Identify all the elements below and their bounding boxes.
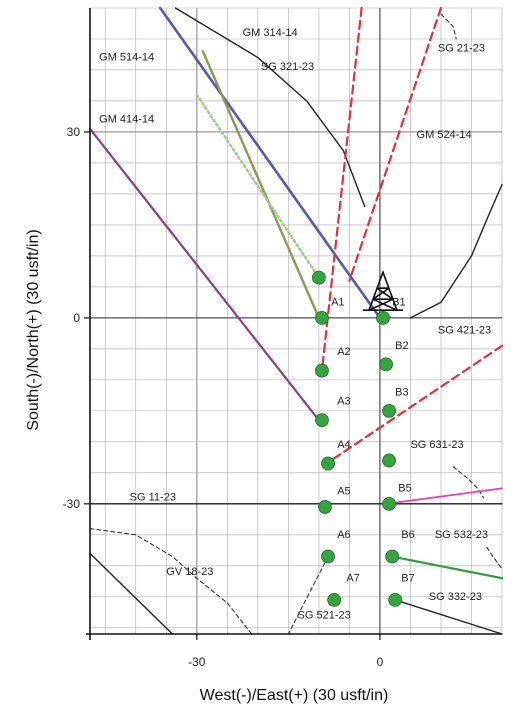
annotation-label: B3 [395, 386, 408, 398]
x-tick-label: 0 [377, 655, 384, 669]
annotation-label: SG 421-23 [438, 324, 491, 336]
well-path-gm-514-14 [158, 6, 382, 320]
annotation-label: SG 11-23 [130, 492, 176, 504]
point-b2 [379, 357, 393, 372]
point-a5 [318, 500, 332, 514]
annotation-label: SG 321-23 [261, 61, 314, 73]
point-b5 [382, 496, 396, 511]
point-a7 [327, 593, 342, 607]
drilling-rig-icon [362, 269, 403, 312]
point-a4 [321, 456, 335, 471]
annotation-label: A5 [337, 486, 350, 498]
annotation-label: B1 [392, 297, 405, 309]
point-b1 [376, 311, 390, 325]
annotations: GM 514-14 GM 314-14 SG 321-23 SG 21-23 GM 41… [99, 27, 491, 622]
annotation-label: A7 [346, 572, 359, 584]
annotation-label: B2 [395, 340, 408, 352]
annotation-label: GM 414-14 [99, 114, 154, 126]
grid [90, 7, 503, 634]
annotation-label: B7 [401, 572, 414, 584]
y-axis-title: South(-)/North(+) (30 usft/in) [25, 229, 42, 430]
boundary-curve [89, 528, 253, 635]
well-path-gv-18-23 [89, 552, 174, 635]
well-points [311, 270, 403, 607]
well-path-sg-332-23 [394, 599, 503, 635]
drilling-rig [362, 269, 403, 312]
point-b6 [385, 549, 400, 564]
annotation-label: SG 521-23 [298, 610, 351, 622]
well-path-gm-524-14 [320, 6, 363, 372]
well-path-sg-421-23 [329, 344, 504, 462]
boundary-curve [486, 546, 503, 570]
point-a1 [315, 311, 329, 325]
axes: 30 0 -30 -30 0 [63, 8, 502, 669]
well-path-sg-631-23 [385, 487, 503, 505]
annotation-label: GM 314-14 [243, 27, 298, 39]
well-path-gm-414-14 [88, 127, 320, 422]
well-path-sg-321-23 [195, 93, 321, 279]
annotation-label: GM 524-14 [417, 129, 472, 141]
point [311, 270, 326, 285]
well-path-gm-314-14 [201, 50, 321, 320]
point-b7 [388, 593, 403, 607]
annotation-label: GM 514-14 [99, 52, 154, 64]
annotation-label: SG 631-23 [410, 439, 463, 451]
boundary-curve [440, 13, 457, 40]
point-b3 [382, 403, 396, 418]
annotation-label: A3 [337, 396, 350, 408]
boundary-curve [174, 7, 366, 208]
well-path-sg-532-23 [391, 555, 504, 580]
well-path-sg-521-23 [287, 556, 329, 635]
annotation-label: B6 [401, 529, 414, 541]
point-a6 [321, 549, 335, 564]
point-a3 [315, 413, 329, 428]
y-tick-label: 0 [73, 311, 80, 325]
boundary-curve [452, 466, 485, 499]
curves [89, 7, 503, 635]
well-path-sg-21-23 [348, 6, 443, 282]
annotation-label: A1 [331, 297, 344, 309]
well-paths [88, 6, 504, 635]
point-a2 [315, 363, 329, 378]
annotation-label: SG 532-23 [435, 529, 488, 541]
annotation-label: SG 332-23 [429, 591, 482, 603]
y-tick-label: -30 [63, 497, 81, 511]
annotation-label: SG 21-23 [438, 42, 485, 54]
y-tick-label: 30 [67, 125, 81, 139]
point-b4 [382, 453, 396, 468]
annotation-label: A2 [337, 346, 350, 358]
annotation-label: A4 [337, 439, 350, 451]
x-axis-title: West(-)/East(+) (30 usft/in) [200, 687, 389, 704]
annotation-label: B5 [398, 482, 411, 494]
x-tick-label: -30 [188, 655, 206, 669]
annotation-label: A6 [337, 529, 350, 541]
annotation-label: GV 18-23 [166, 566, 213, 578]
boundary-curve [409, 183, 503, 319]
